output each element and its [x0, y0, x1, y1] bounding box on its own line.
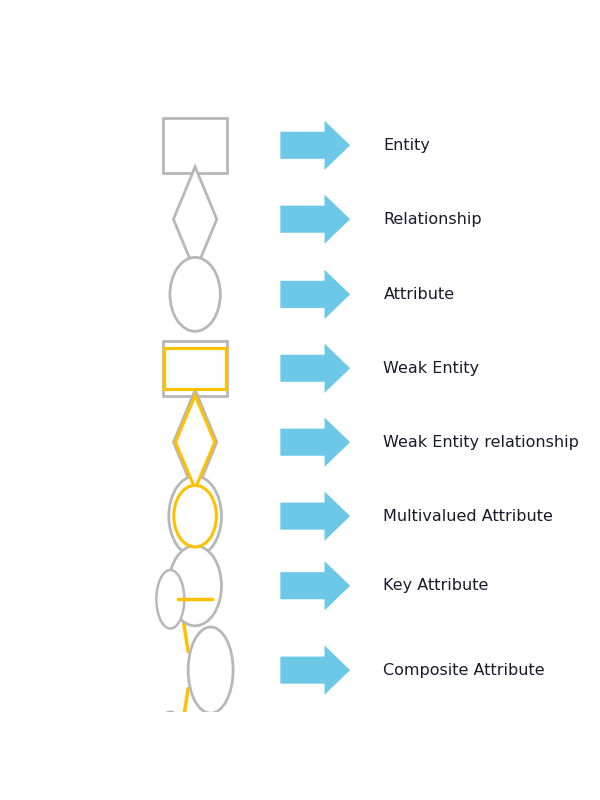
Text: Entity: Entity	[383, 138, 430, 153]
Ellipse shape	[157, 712, 184, 770]
Polygon shape	[280, 646, 350, 694]
Polygon shape	[173, 167, 217, 271]
Text: Relationship: Relationship	[383, 212, 482, 226]
Bar	[164, 348, 226, 389]
Polygon shape	[280, 491, 350, 541]
Polygon shape	[280, 270, 350, 319]
Text: Weak Entity: Weak Entity	[383, 361, 479, 376]
Text: Key Attribute: Key Attribute	[383, 578, 489, 594]
Text: Weak Entity relationship: Weak Entity relationship	[383, 434, 580, 450]
Polygon shape	[280, 194, 350, 244]
Polygon shape	[280, 121, 350, 170]
Text: Multivalued Attribute: Multivalued Attribute	[383, 509, 553, 524]
Ellipse shape	[169, 476, 221, 556]
Text: Attribute: Attribute	[383, 287, 455, 302]
Ellipse shape	[174, 486, 217, 547]
Ellipse shape	[188, 627, 233, 714]
Polygon shape	[280, 561, 350, 610]
Polygon shape	[173, 390, 217, 494]
Polygon shape	[280, 418, 350, 467]
Text: Composite Attribute: Composite Attribute	[383, 662, 545, 678]
Polygon shape	[280, 344, 350, 393]
Ellipse shape	[169, 546, 221, 626]
Bar	[163, 118, 227, 173]
Bar	[163, 341, 227, 396]
Polygon shape	[175, 395, 215, 489]
Ellipse shape	[157, 570, 184, 629]
Ellipse shape	[170, 258, 220, 331]
